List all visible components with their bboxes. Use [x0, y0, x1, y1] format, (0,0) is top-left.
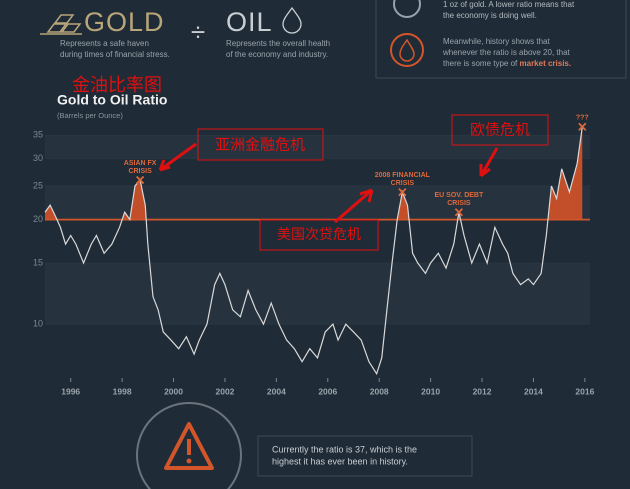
chart: 10 15 20 25 30 35 1996 1998 2000 2002 2004 2006 2008… [33, 115, 595, 397]
y-tick-label: 15 [33, 257, 43, 267]
fire-icon [390, 33, 424, 67]
y-tick-label: 20 [33, 214, 43, 224]
annotation-label: EU SOV. DEBT [435, 192, 484, 199]
footer-text: highest it has ever been in history. [272, 456, 408, 466]
y-tick-label: 35 [33, 130, 43, 140]
footer-text: Currently the ratio is 37, which is the [272, 444, 417, 454]
annotation-label: CRISIS [128, 168, 152, 175]
annotation-marker [135, 175, 145, 185]
info-text: Meanwhile, history shows that [443, 37, 550, 46]
info-icon [393, 0, 421, 18]
overlay-arrow [334, 188, 374, 224]
overlay-arrow [479, 147, 499, 178]
grid-band [45, 262, 590, 325]
info-text: there is some type of market crisis. [443, 59, 571, 68]
annotation-marker [398, 187, 407, 197]
warning-icon [186, 458, 192, 464]
oil-icon [282, 6, 302, 34]
info-text: there is some type of [443, 59, 518, 68]
overlay-arrow [158, 142, 197, 172]
overlay-box [259, 219, 379, 251]
overlay-label: 美国次贷危机 [277, 227, 361, 243]
x-tick-label: 2008 [370, 386, 389, 396]
grid-band [45, 135, 590, 159]
x-tick-label: 2000 [164, 386, 183, 396]
overlay-title: 金油比率图 [72, 75, 162, 96]
annotation-label: ASIAN FX [124, 160, 157, 167]
x-tick-label: 2006 [318, 386, 337, 396]
annotation-label: 2008 FINANCIAL [375, 172, 431, 179]
x-tick-label: 1996 [61, 386, 80, 396]
x-tick-label: 2014 [524, 386, 543, 396]
x-tick-label: 2010 [421, 386, 440, 396]
annotation-label: CRISIS [447, 200, 471, 207]
annotation-marker [578, 122, 587, 131]
info-bold: market crisis. [520, 59, 572, 68]
annotation-marker [454, 208, 464, 217]
x-tick-label: 1998 [113, 386, 132, 396]
annotation-label: ??? [576, 115, 589, 122]
fire-icon [399, 38, 415, 62]
y-tick-label: 10 [33, 319, 43, 329]
gold-label: GOLD [84, 7, 165, 37]
gold-desc: Represents a safe haven [60, 39, 149, 48]
warning-icon [164, 422, 214, 470]
info-text: 1 oz of gold. A lower ratio means that [443, 0, 575, 9]
x-tick-label: 2004 [267, 386, 286, 396]
x-tick-label: 2016 [575, 386, 594, 396]
y-tick-label: 25 [33, 180, 43, 190]
info-text: whenever the ratio is above 20, that [442, 48, 571, 57]
y-tick-label: 30 [33, 153, 43, 163]
info-text: the economy is doing well. [443, 11, 537, 20]
oil-label: OIL [226, 7, 273, 37]
overlay-label: 亚洲金融危机 [215, 136, 305, 154]
overlay-box [197, 128, 324, 161]
footer-box [257, 435, 473, 477]
oil-desc: Represents the overall health [226, 39, 330, 48]
annotation-label: CRISIS [391, 180, 415, 187]
chart-title: Gold to Oil Ratio [57, 92, 167, 108]
overlay-label: 欧债危机 [470, 121, 530, 139]
gold-icon [40, 14, 82, 35]
info-box [375, 0, 627, 79]
oil-desc: of the economy and industry. [226, 50, 328, 59]
overlay-box [451, 114, 549, 146]
divide-sign: ÷ [191, 17, 205, 47]
x-tick-label: 2012 [473, 386, 492, 396]
series-line [44, 126, 583, 376]
gold-desc: during times of financial stress. [60, 50, 170, 59]
chart-subtitle: (Barrels per Ounce) [57, 111, 123, 120]
x-tick-label: 2002 [215, 386, 234, 396]
